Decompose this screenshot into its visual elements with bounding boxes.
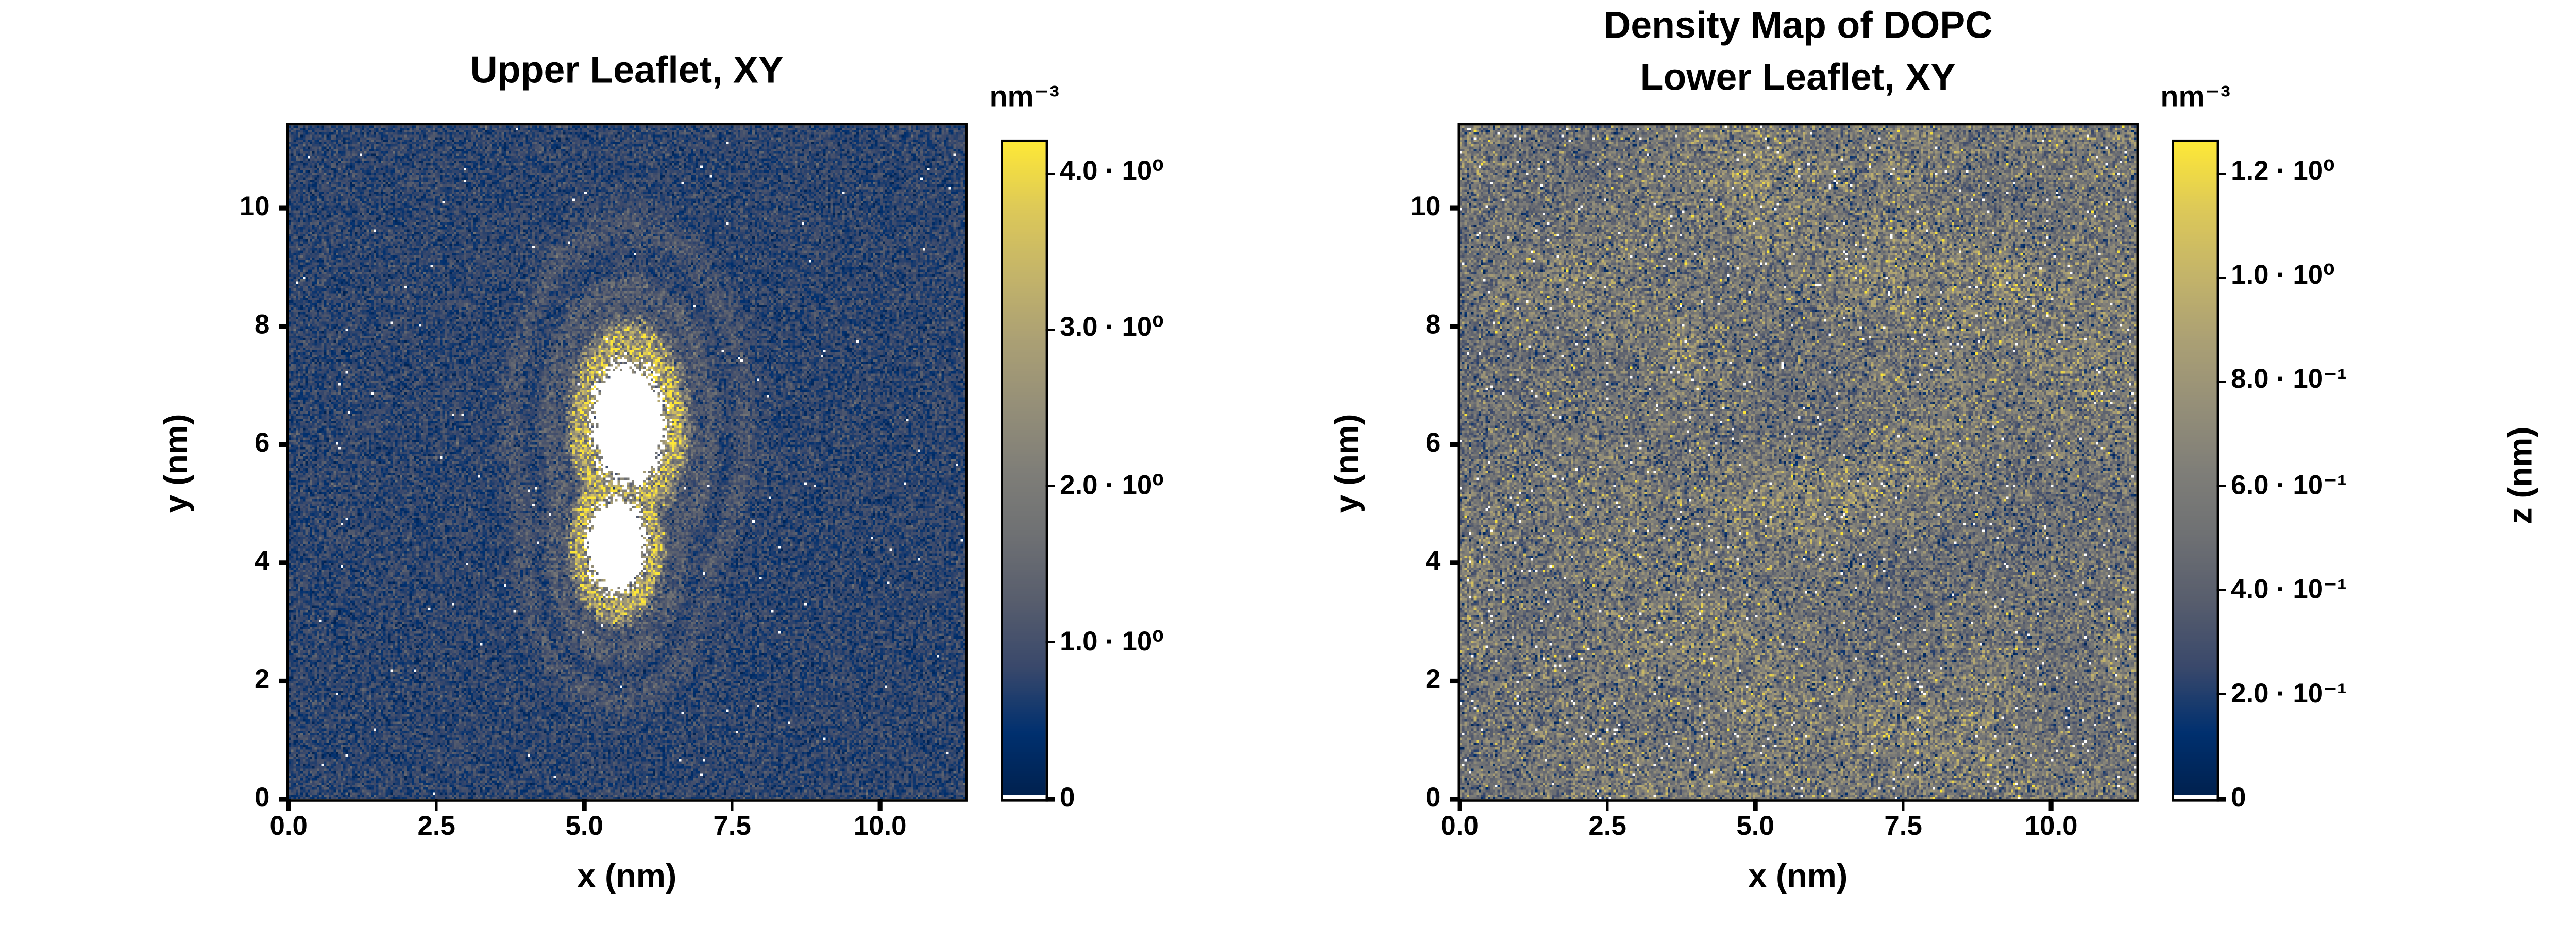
tick-mark <box>2216 798 2225 801</box>
x-tick-label: 0.0 <box>269 813 308 842</box>
tick-mark <box>1449 207 1460 210</box>
x-tick-label: 10.0 <box>2024 813 2078 842</box>
x-axis-label: x (nm) <box>577 856 677 894</box>
x-tick-label: 7.5 <box>1884 813 1922 842</box>
colorbar-unit-label: nm⁻³ <box>989 80 1059 114</box>
y-tick-label: 2 <box>1426 666 1441 695</box>
x-tick-label: 0 <box>2574 828 2576 861</box>
tick-mark <box>878 799 882 810</box>
colorbar-tick-label: 6.0 · 10⁻¹ <box>2231 472 2347 501</box>
tick-mark <box>1449 443 1460 446</box>
tick-mark <box>278 324 289 328</box>
y-tick-label: 2 <box>255 666 270 695</box>
tick-mark <box>1449 798 1460 801</box>
plot-title: Upper Leaflet, XY <box>470 52 784 93</box>
x-tick-label: 7.5 <box>713 813 751 842</box>
y-tick-label: 4 <box>1426 548 1441 577</box>
tick-mark <box>1902 799 1905 810</box>
tick-mark <box>435 799 438 810</box>
tick-mark <box>1458 799 1461 810</box>
tick-mark <box>2216 485 2225 488</box>
colorbar-tick-label: 8.0 · 10⁻¹ <box>2231 367 2347 397</box>
tick-mark <box>287 799 290 810</box>
x-tick-label: 5.0 <box>565 813 603 842</box>
colorbar-tick-label: 2.0 · 10⁰ <box>1060 472 1164 501</box>
tick-mark <box>278 561 289 564</box>
x-tick-label: 5.0 <box>1736 813 1774 842</box>
y-tick-label: 10 <box>1410 194 1441 222</box>
tick-mark <box>731 799 734 810</box>
tick-mark <box>1045 328 1054 331</box>
tick-mark <box>2216 693 2225 697</box>
tick-mark <box>2216 589 2225 592</box>
colorbar-tick-label: 4.0 · 10⁻¹ <box>2231 576 2347 605</box>
x-axis-label: x (nm) <box>1748 856 1848 894</box>
y-tick-label: 2 <box>2503 333 2576 366</box>
colorbar-tick-label: 4.0 · 10⁰ <box>1060 159 1164 187</box>
tick-mark <box>1045 798 1054 801</box>
colorbar-tick-label: 1.2 · 10⁰ <box>2231 159 2335 187</box>
x-tick-label: 2.5 <box>417 813 455 842</box>
tick-mark <box>1045 641 1054 644</box>
tick-mark <box>1449 324 1460 328</box>
y-tick-label: -2 <box>2503 629 2576 662</box>
colorbar-tick-label: 3.0 · 10⁰ <box>1060 315 1164 344</box>
colorbar-unit-label: nm⁻³ <box>2160 80 2230 114</box>
y-tick-label: 8 <box>255 312 270 341</box>
y-tick-label: 4 <box>255 548 270 577</box>
colorbar-tick-label: 0 <box>2231 785 2246 814</box>
x-tick-label: 2.5 <box>1588 813 1626 842</box>
colorbar-canvas <box>2172 139 2219 802</box>
colorbar-tick-label: 1.0 · 10⁰ <box>2231 263 2335 292</box>
plot-title: Lower Leaflet, XY <box>1640 59 1956 99</box>
tick-mark <box>278 679 289 683</box>
colorbar-tick-label: 0 <box>1060 785 1075 814</box>
tick-mark <box>278 443 289 446</box>
tick-mark <box>583 799 586 810</box>
y-tick-label: 0 <box>255 785 270 814</box>
y-tick-label: 0 <box>1426 785 1441 814</box>
y-tick-label: 0 <box>2503 481 2576 514</box>
y-tick-label: 6 <box>1426 430 1441 459</box>
y-tick-label: -4 <box>2503 777 2576 810</box>
y-tick-label: 8 <box>1426 312 1441 341</box>
upper-leaflet-heatmap-canvas <box>286 123 968 802</box>
x-tick-label: 10.0 <box>853 813 907 842</box>
tick-mark <box>1606 799 1609 810</box>
tick-mark <box>1045 485 1054 488</box>
tick-mark <box>278 207 289 210</box>
colorbar-tick-label: 1.0 · 10⁰ <box>1060 628 1164 657</box>
tick-mark <box>278 798 289 801</box>
tick-mark <box>1045 171 1054 175</box>
tick-mark <box>1449 679 1460 683</box>
tick-mark <box>2216 171 2225 175</box>
tick-mark <box>2049 799 2053 810</box>
y-tick-label: 6 <box>255 430 270 459</box>
colorbar-canvas <box>1001 139 1048 802</box>
y-tick-label: 10 <box>239 194 270 222</box>
x-tick-label: 0.0 <box>1440 813 1479 842</box>
tick-mark <box>2216 380 2225 384</box>
tick-mark <box>1449 561 1460 564</box>
tick-mark <box>2216 276 2225 279</box>
figure-suptitle: Density Map of DOPC <box>1603 7 1993 47</box>
colorbar-tick-label: 2.0 · 10⁻¹ <box>2231 680 2347 709</box>
tick-mark <box>1754 799 1757 810</box>
lower-leaflet-heatmap-canvas <box>1457 123 2139 802</box>
y-tick-label: 4 <box>2503 185 2576 218</box>
